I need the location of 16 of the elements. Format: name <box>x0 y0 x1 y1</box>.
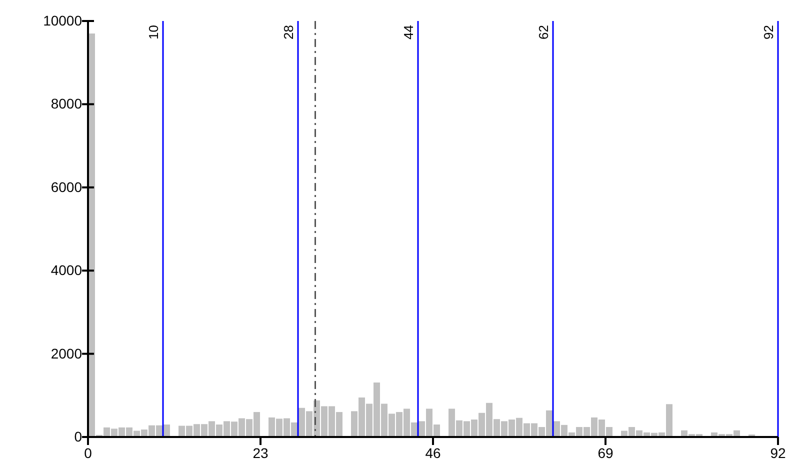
x-tick-label: 46 <box>425 444 441 461</box>
ref-line-label: 44 <box>401 25 416 40</box>
x-tick-label: 0 <box>84 444 92 461</box>
y-tick-label: 0 <box>74 428 82 444</box>
x-tick-label: 69 <box>598 444 614 461</box>
ref-line-label: 62 <box>536 25 551 40</box>
y-tick-label: 4000 <box>50 262 82 278</box>
y-tick-label: 8000 <box>50 96 82 112</box>
x-tick-label: 23 <box>252 444 268 461</box>
ref-line-label: 10 <box>146 25 161 40</box>
y-tick-label: 6000 <box>50 178 82 195</box>
ref-line-label: 28 <box>281 25 296 40</box>
y-tick-label: 2000 <box>50 345 82 362</box>
y-tick-label: 10000 <box>43 12 82 28</box>
ref-line-label: 92 <box>761 25 776 40</box>
x-tick-label: 92 <box>770 444 786 461</box>
